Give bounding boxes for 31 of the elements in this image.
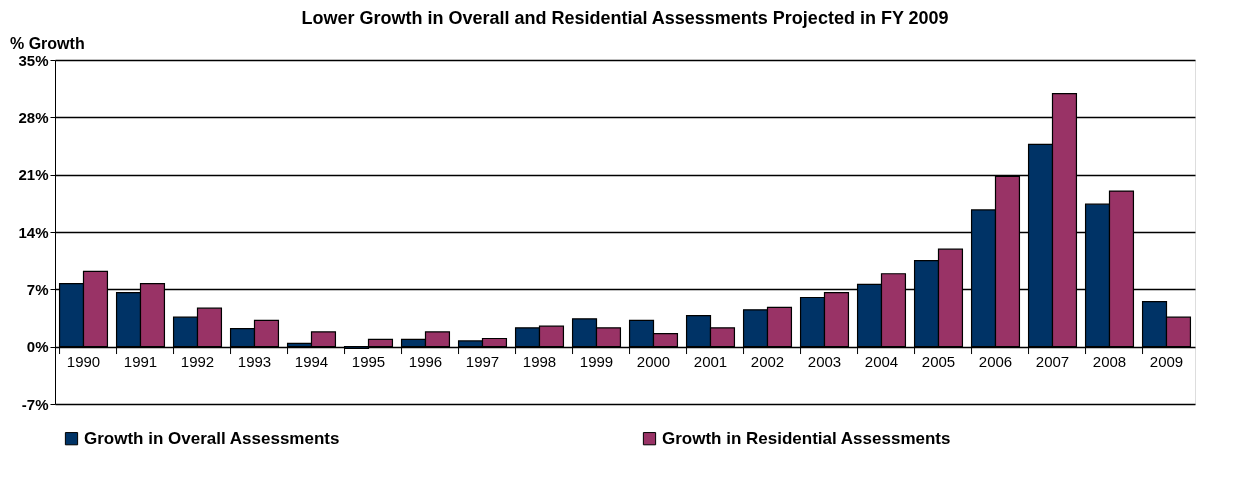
x-tick-label: 2009 (1149, 352, 1184, 370)
y-axis-title: % Growth (10, 35, 85, 52)
x-tick-label: 1999 (579, 352, 614, 370)
y-tick-label: 14% (18, 223, 49, 241)
y-tick-label: 7% (26, 280, 49, 298)
x-tick-label: 2003 (807, 352, 842, 370)
x-tick-label: 1997 (465, 352, 500, 370)
x-tick-label: 2006 (978, 352, 1013, 370)
y-tick-label: 35% (18, 51, 49, 69)
legend-label: Growth in Residential Assessments (662, 428, 951, 448)
x-tick-label: 2004 (864, 352, 899, 370)
x-tick-label: 2008 (1092, 352, 1127, 370)
y-tick-label: 0% (26, 338, 49, 356)
x-tick-label: 2002 (750, 352, 785, 370)
x-tick-label: 1992 (180, 352, 215, 370)
x-tick-label: 2005 (921, 352, 956, 370)
x-tick-label: 2001 (693, 352, 728, 370)
y-tick-label: 21% (18, 166, 49, 184)
x-tick-label: 2000 (636, 352, 671, 370)
y-tick-label: -7% (21, 395, 49, 413)
x-tick-label: 1994 (294, 352, 329, 370)
x-tick-label: 1996 (408, 352, 443, 370)
y-tick-label: 28% (18, 108, 49, 126)
x-tick-label: 1990 (66, 352, 101, 370)
x-tick-label: 1998 (522, 352, 557, 370)
x-tick-label: 1995 (351, 352, 386, 370)
x-tick-label: 1991 (123, 352, 158, 370)
chart-title: Lower Growth in Overall and Residential Assessments Projected in FY 2009 (301, 8, 949, 28)
x-tick-label: 2007 (1035, 352, 1070, 370)
legend-label: Growth in Overall Assessments (84, 428, 340, 448)
x-tick-label: 1993 (237, 352, 272, 370)
